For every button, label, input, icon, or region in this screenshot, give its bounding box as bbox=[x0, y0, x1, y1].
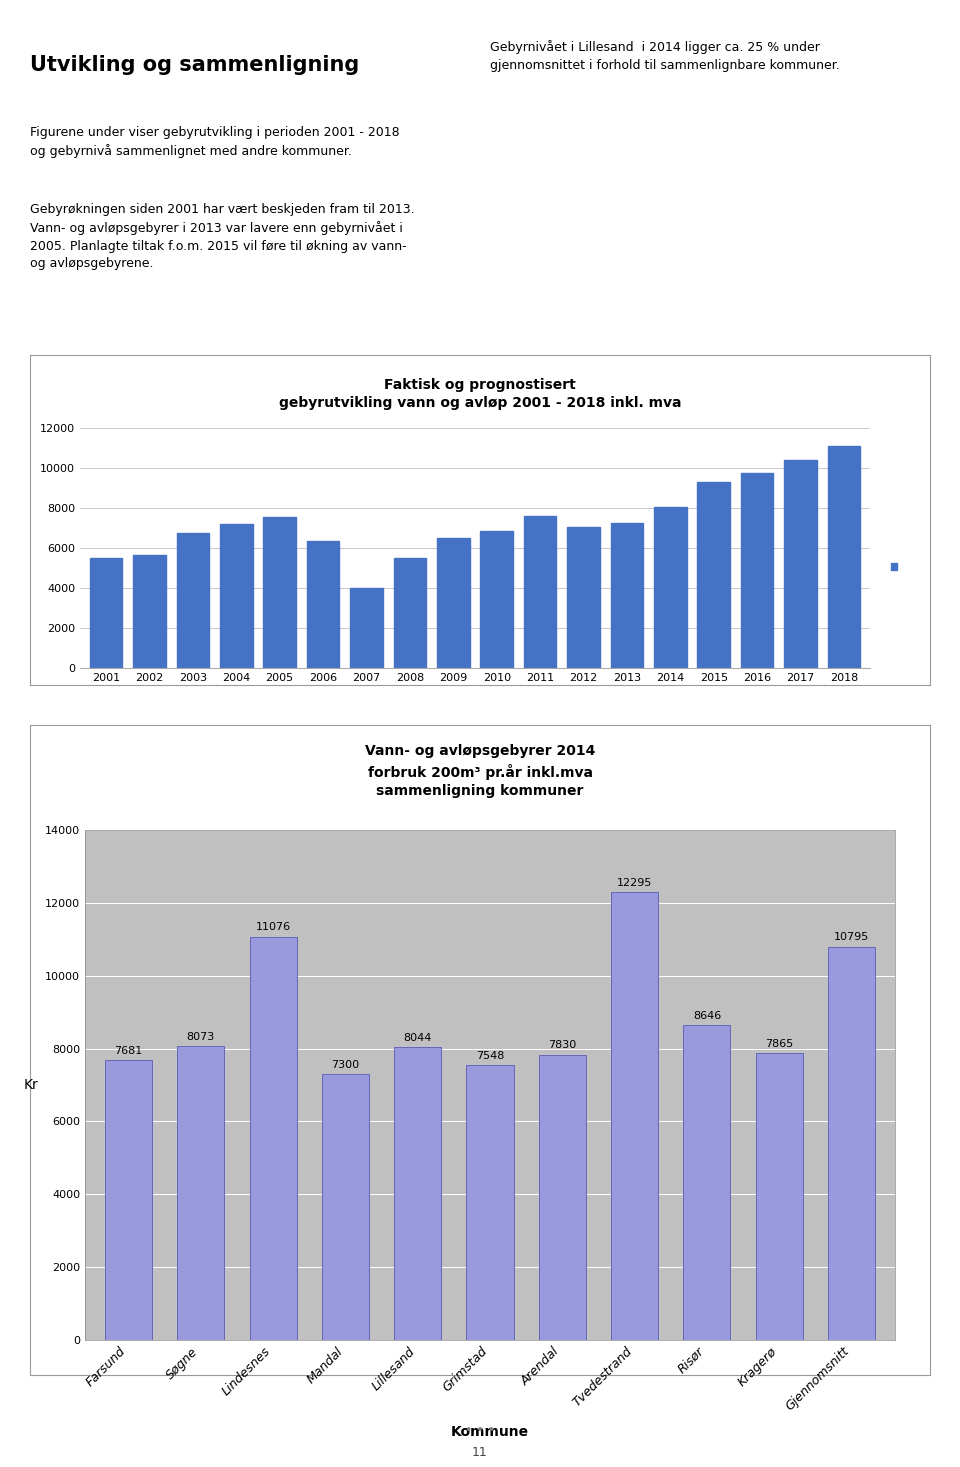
Bar bbox=[684, 1025, 731, 1339]
Bar bbox=[828, 946, 876, 1339]
Text: Faktisk og prognostisert
gebyrutvikling vann og avløp 2001 - 2018 inkl. mva: Faktisk og prognostisert gebyrutvikling … bbox=[278, 378, 682, 411]
Bar bbox=[90, 557, 122, 667]
Bar bbox=[307, 541, 339, 667]
Text: 8073: 8073 bbox=[186, 1031, 215, 1042]
Bar bbox=[480, 531, 513, 667]
Bar bbox=[133, 555, 166, 667]
Bar bbox=[467, 1065, 514, 1339]
X-axis label: Kommune: Kommune bbox=[451, 1424, 529, 1439]
Text: 10795: 10795 bbox=[834, 933, 869, 942]
Text: 8044: 8044 bbox=[403, 1033, 432, 1043]
Bar bbox=[756, 1053, 803, 1339]
Text: Gebyrøkningen siden 2001 har vært beskjeden fram til 2013.
Vann- og avløpsgebyre: Gebyrøkningen siden 2001 har vært beskje… bbox=[30, 204, 415, 270]
Legend:  bbox=[887, 559, 909, 577]
Bar bbox=[178, 1046, 225, 1339]
Bar bbox=[177, 533, 209, 667]
Bar bbox=[612, 892, 659, 1339]
Text: 7830: 7830 bbox=[548, 1040, 576, 1050]
Bar bbox=[322, 1074, 369, 1339]
Bar bbox=[105, 1061, 152, 1339]
Bar bbox=[741, 472, 774, 667]
Text: 7548: 7548 bbox=[476, 1050, 504, 1061]
Bar bbox=[654, 508, 686, 667]
Bar bbox=[567, 527, 600, 667]
Text: 11: 11 bbox=[472, 1445, 488, 1458]
Text: Utvikling og sammenligning: Utvikling og sammenligning bbox=[30, 54, 359, 75]
Text: 7300: 7300 bbox=[331, 1059, 359, 1069]
Text: Vann- og avløpsgebyrer 2014
forbruk 200m³ pr.år inkl.mva
sammenligning kommuner: Vann- og avløpsgebyrer 2014 forbruk 200m… bbox=[365, 744, 595, 798]
Text: 11076: 11076 bbox=[255, 923, 291, 932]
Bar bbox=[784, 461, 817, 667]
Bar bbox=[524, 516, 557, 667]
Text: 7865: 7865 bbox=[765, 1039, 793, 1049]
Bar bbox=[539, 1055, 586, 1339]
Text: Figurene under viser gebyrutvikling i perioden 2001 - 2018
og gebyrnivå sammenli: Figurene under viser gebyrutvikling i pe… bbox=[30, 126, 399, 158]
Bar bbox=[698, 483, 730, 667]
Bar bbox=[437, 538, 469, 667]
Bar bbox=[828, 446, 860, 667]
Text: 7681: 7681 bbox=[114, 1046, 142, 1056]
Bar bbox=[395, 1047, 442, 1339]
Y-axis label: Kr: Kr bbox=[24, 1078, 38, 1091]
Text: 12295: 12295 bbox=[617, 877, 653, 888]
Text: • • •: • • • bbox=[465, 1424, 495, 1438]
Bar bbox=[263, 516, 296, 667]
Bar bbox=[350, 588, 383, 667]
Bar bbox=[611, 524, 643, 667]
Bar bbox=[220, 524, 252, 667]
Bar bbox=[394, 557, 426, 667]
Text: 8646: 8646 bbox=[693, 1011, 721, 1021]
Bar bbox=[250, 936, 297, 1339]
Text: Gebyrnivået i Lillesand  i 2014 ligger ca. 25 % under
gjennomsnittet i forhold t: Gebyrnivået i Lillesand i 2014 ligger ca… bbox=[490, 40, 840, 72]
